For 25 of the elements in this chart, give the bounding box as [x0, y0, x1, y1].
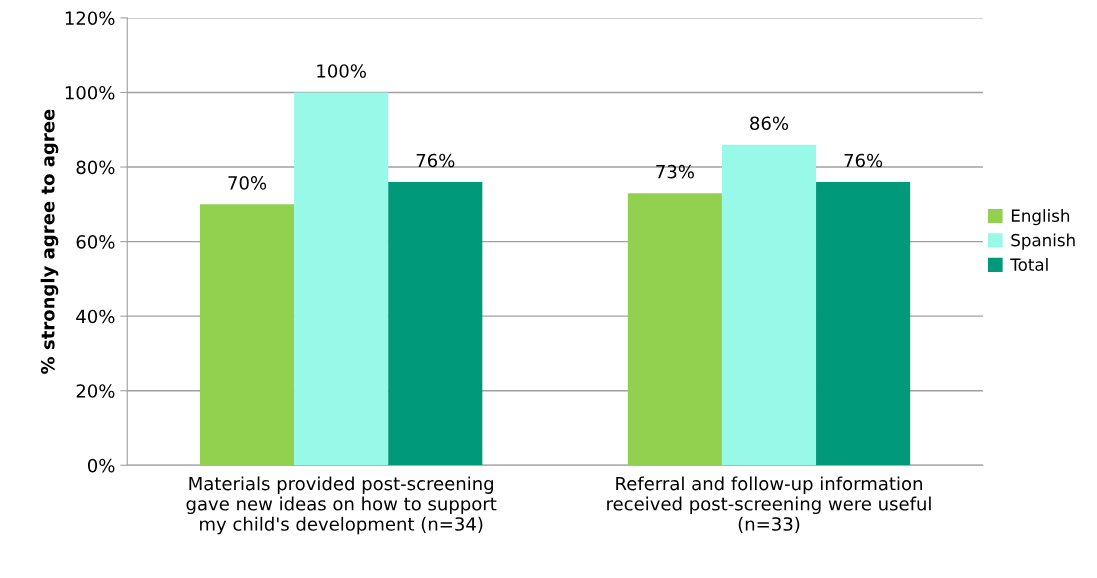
- bar: [199, 204, 295, 466]
- legend-label: Total: [1010, 258, 1048, 271]
- x-tick-label: Referral and follow-up information received post-screening were useful (n=33): [607, 476, 931, 533]
- bar: [721, 144, 817, 466]
- bar: [294, 92, 389, 466]
- y-tick-label: 20%: [76, 384, 115, 398]
- y-tick-label: 80%: [76, 160, 115, 175]
- data-label: 100%: [317, 64, 366, 78]
- legend-label: Spanish: [1011, 233, 1075, 250]
- y-tick-label: 100%: [65, 85, 115, 100]
- data-label: 70%: [228, 176, 267, 190]
- y-tick-label: 0%: [87, 458, 115, 473]
- data-label: 76%: [416, 153, 455, 168]
- y-tick-label: 40%: [76, 309, 115, 324]
- data-label: 76%: [844, 153, 883, 168]
- y-tick-label: 60%: [76, 235, 115, 249]
- legend-label: English: [1011, 209, 1070, 226]
- bar: [627, 193, 722, 466]
- bar: [816, 181, 911, 466]
- data-label: 73%: [656, 164, 694, 179]
- x-tick-label: Materials provided post-screening gave new ideas on how to support my child's development (n=34): [186, 476, 497, 535]
- data-label: 86%: [750, 116, 789, 131]
- y-axis-title: % strongly agree to agree: [40, 109, 59, 374]
- bar: [388, 181, 483, 466]
- y-tick-label: 120%: [65, 11, 115, 26]
